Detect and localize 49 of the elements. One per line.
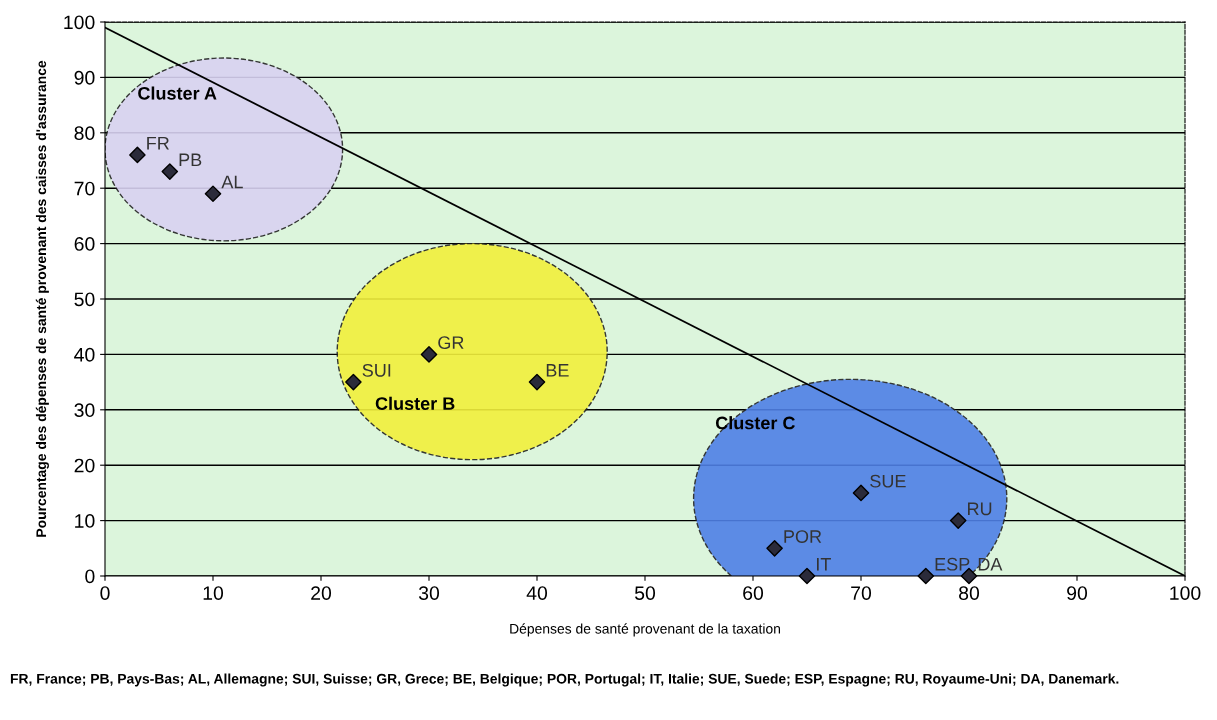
x-tick-label: 60 [743, 586, 764, 600]
point [161, 163, 179, 180]
y-tick-label: 30 [74, 403, 95, 418]
annotation: Cluster B [375, 396, 455, 410]
data-label: IT [817, 558, 831, 571]
x-tick-label: 10 [203, 586, 224, 600]
point [798, 567, 816, 585]
y-tick-label: 60 [74, 237, 95, 251]
y-tick-label: 10 [75, 514, 95, 528]
data-label: POR [784, 530, 822, 543]
x-tick-label: 80 [959, 586, 980, 600]
x-tick-label: 20 [311, 586, 332, 600]
y-tick-label: 40 [74, 347, 95, 362]
x-tick-label: 50 [634, 586, 656, 600]
data-label: ESP [935, 557, 970, 571]
text: FR, France; PB, Pays-Bas; AL, Allemagne; SUI, Suisse; GR, Grece; BE, Belgique; POR, Portugal; IT, Italie; SUE, Suede; ESP, Espagne; RU, Royaume-Uni; DA, Danemark. [10, 673, 1119, 687]
data-label: SUE [870, 474, 906, 488]
data-label: PB [179, 153, 202, 167]
data-label: FR [147, 136, 169, 150]
point [949, 512, 967, 529]
point [420, 346, 438, 363]
data-label: AL [221, 175, 243, 189]
y-tick-label: 0 [85, 569, 95, 584]
y-tick-label: 80 [74, 126, 95, 141]
data-label: GR [438, 336, 464, 350]
x-tick-label: 90 [1067, 586, 1088, 600]
x-tick-label: 100 [1170, 586, 1201, 600]
x-tick-label: 40 [526, 586, 548, 600]
x-tick-label: 30 [418, 586, 440, 600]
point [917, 567, 935, 585]
data-label: BE [546, 364, 569, 377]
point [528, 373, 546, 391]
data-label: RU [968, 502, 992, 516]
y-axis-title: Pourcentage des dépenses de santé provenant des caisses d'assurance [35, 60, 49, 537]
point [852, 484, 870, 502]
y-tick-label: 90 [74, 70, 95, 85]
point [766, 539, 783, 557]
x-axis-title: Dépenses de santé provenant de la taxation [510, 623, 781, 637]
data-label: SUI [362, 363, 391, 377]
x-tick-label: 70 [851, 586, 872, 600]
y-tick-label: 100 [64, 15, 95, 30]
y-tick-label: 50 [74, 292, 95, 307]
annotation: Cluster A [138, 86, 217, 100]
point [129, 146, 146, 164]
point [204, 185, 222, 203]
y-tick-label: 20 [74, 458, 95, 473]
point [345, 373, 362, 391]
x-tick-label: 0 [100, 586, 110, 600]
y-tick-label: 70 [74, 181, 95, 196]
